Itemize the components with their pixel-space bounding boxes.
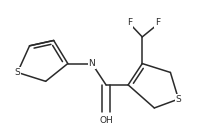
Text: F: F <box>128 18 133 27</box>
Text: N: N <box>89 59 95 68</box>
Text: OH: OH <box>99 116 113 125</box>
Text: S: S <box>176 95 181 104</box>
Text: S: S <box>15 68 20 77</box>
Text: F: F <box>155 18 160 27</box>
